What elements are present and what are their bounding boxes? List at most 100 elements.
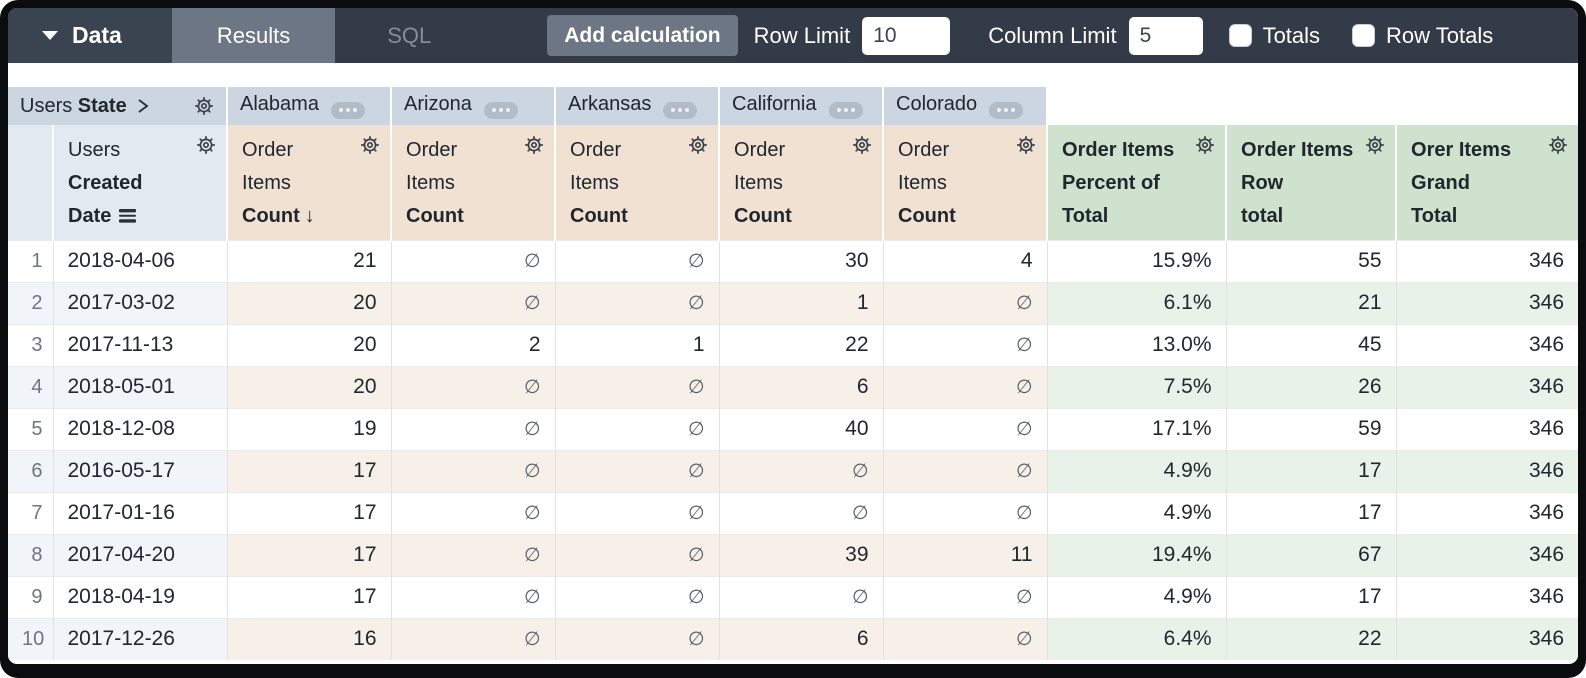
cell-date[interactable]: 2018-12-08: [52, 407, 228, 450]
cell-date[interactable]: 2018-05-01: [52, 365, 228, 408]
cell-measure[interactable]: 30: [718, 239, 884, 282]
cell-measure[interactable]: ∅: [882, 491, 1048, 534]
cell-measure[interactable]: 17: [226, 449, 392, 492]
cell-measure[interactable]: ∅: [390, 617, 556, 660]
cell-measure[interactable]: 6: [718, 617, 884, 660]
cell-measure[interactable]: 1: [718, 281, 884, 324]
cell-date[interactable]: 2017-12-26: [52, 617, 228, 660]
cell-date[interactable]: 2018-04-06: [52, 239, 228, 282]
column-header-order-items-count-arkansas[interactable]: Order Items Count: [554, 125, 720, 240]
pivot-value-alabama[interactable]: Alabama: [226, 87, 392, 125]
cell-measure[interactable]: ∅: [554, 239, 720, 282]
gear-icon[interactable]: [852, 135, 872, 155]
pivot-menu-icon[interactable]: [989, 101, 1024, 119]
gear-icon[interactable]: [194, 96, 214, 116]
gear-icon[interactable]: [360, 135, 380, 155]
gear-icon[interactable]: [1365, 135, 1385, 155]
cell-date[interactable]: 2018-04-19: [52, 575, 228, 618]
cell-measure[interactable]: ∅: [718, 575, 884, 618]
cell-measure[interactable]: ∅: [390, 239, 556, 282]
tab-results[interactable]: Results: [171, 8, 336, 63]
cell-measure[interactable]: 20: [226, 365, 392, 408]
column-header-users-created-date[interactable]: Users Created Date: [51, 125, 228, 240]
cell-calc[interactable]: 45: [1225, 323, 1397, 366]
cell-measure[interactable]: 40: [718, 407, 884, 450]
pivot-menu-icon[interactable]: [663, 101, 698, 119]
column-header-order-items-count-colorado[interactable]: Order Items Count: [882, 125, 1048, 240]
cell-measure[interactable]: ∅: [718, 491, 884, 534]
pivot-value-colorado[interactable]: Colorado: [882, 87, 1048, 125]
cell-measure[interactable]: ∅: [390, 365, 556, 408]
cell-measure[interactable]: ∅: [882, 617, 1048, 660]
cell-measure[interactable]: ∅: [554, 449, 720, 492]
column-header-order-items-row-total[interactable]: Order Items Row total: [1225, 125, 1397, 240]
cell-measure[interactable]: 4: [882, 239, 1048, 282]
cell-measure[interactable]: ∅: [554, 533, 720, 576]
add-calculation-button[interactable]: Add calculation: [547, 15, 738, 56]
pivot-menu-icon[interactable]: [330, 101, 365, 119]
cell-calc[interactable]: 346: [1395, 533, 1578, 576]
cell-measure[interactable]: 22: [718, 323, 884, 366]
cell-measure[interactable]: ∅: [882, 575, 1048, 618]
cell-measure[interactable]: 17: [226, 575, 392, 618]
data-section-toggle[interactable]: Data: [8, 8, 172, 63]
cell-calc[interactable]: 55: [1225, 239, 1397, 282]
pivot-value-arkansas[interactable]: Arkansas: [554, 87, 720, 125]
pivot-menu-icon[interactable]: [483, 101, 518, 119]
cell-measure[interactable]: ∅: [390, 449, 556, 492]
gear-icon[interactable]: [1195, 135, 1215, 155]
cell-calc[interactable]: 346: [1395, 491, 1578, 534]
cell-measure[interactable]: ∅: [390, 281, 556, 324]
cell-measure[interactable]: ∅: [390, 407, 556, 450]
tab-sql[interactable]: SQL: [335, 8, 483, 63]
column-header-order-items-count-california[interactable]: Order Items Count: [718, 125, 884, 240]
cell-calc[interactable]: 6.4%: [1046, 617, 1227, 660]
column-limit-input[interactable]: [1128, 16, 1203, 55]
cell-measure[interactable]: 20: [226, 281, 392, 324]
cell-measure[interactable]: 1: [554, 323, 720, 366]
cell-measure[interactable]: ∅: [882, 323, 1048, 366]
cell-calc[interactable]: 4.9%: [1046, 491, 1227, 534]
cell-calc[interactable]: 15.9%: [1046, 239, 1227, 282]
cell-measure[interactable]: ∅: [554, 617, 720, 660]
totals-checkbox[interactable]: [1228, 24, 1252, 47]
row-totals-checkbox[interactable]: [1352, 24, 1376, 47]
cell-measure[interactable]: 21: [226, 239, 392, 282]
cell-measure[interactable]: ∅: [390, 575, 556, 618]
chevron-right-icon[interactable]: [136, 96, 150, 116]
gear-icon[interactable]: [196, 135, 216, 155]
cell-calc[interactable]: 17: [1225, 449, 1397, 492]
cell-measure[interactable]: 17: [226, 491, 392, 534]
cell-calc[interactable]: 346: [1395, 407, 1578, 450]
cell-calc[interactable]: 346: [1395, 239, 1578, 282]
cell-calc[interactable]: 17: [1225, 575, 1397, 618]
cell-date[interactable]: 2017-01-16: [52, 491, 228, 534]
cell-calc[interactable]: 7.5%: [1046, 365, 1227, 408]
column-header-order-items-count-alabama[interactable]: Order Items Count ↓: [226, 125, 392, 240]
cell-calc[interactable]: 17: [1225, 491, 1397, 534]
cell-measure[interactable]: 19: [226, 407, 392, 450]
cell-measure[interactable]: ∅: [390, 533, 556, 576]
pivot-menu-icon[interactable]: [828, 101, 863, 119]
cell-measure[interactable]: ∅: [390, 491, 556, 534]
column-header-order-items-count-arizona[interactable]: Order Items Count: [390, 125, 556, 240]
cell-measure[interactable]: ∅: [554, 365, 720, 408]
cell-calc[interactable]: 19.4%: [1046, 533, 1227, 576]
cell-calc[interactable]: 4.9%: [1046, 575, 1227, 618]
cell-measure[interactable]: 6: [718, 365, 884, 408]
cell-measure[interactable]: ∅: [718, 449, 884, 492]
cell-calc[interactable]: 6.1%: [1046, 281, 1227, 324]
cell-calc[interactable]: 26: [1225, 365, 1397, 408]
cell-calc[interactable]: 22: [1225, 617, 1397, 660]
cell-date[interactable]: 2017-04-20: [52, 533, 228, 576]
cell-calc[interactable]: 4.9%: [1046, 449, 1227, 492]
cell-measure[interactable]: 17: [226, 533, 392, 576]
cell-date[interactable]: 2016-05-17: [52, 449, 228, 492]
cell-calc[interactable]: 13.0%: [1046, 323, 1227, 366]
cell-measure[interactable]: 16: [226, 617, 392, 660]
gear-icon[interactable]: [688, 135, 708, 155]
cell-calc[interactable]: 346: [1395, 575, 1578, 618]
column-header-orer-items-grand-total[interactable]: Orer Items Grand Total: [1395, 125, 1578, 240]
cell-measure[interactable]: 20: [226, 323, 392, 366]
cell-calc[interactable]: 346: [1395, 617, 1578, 660]
